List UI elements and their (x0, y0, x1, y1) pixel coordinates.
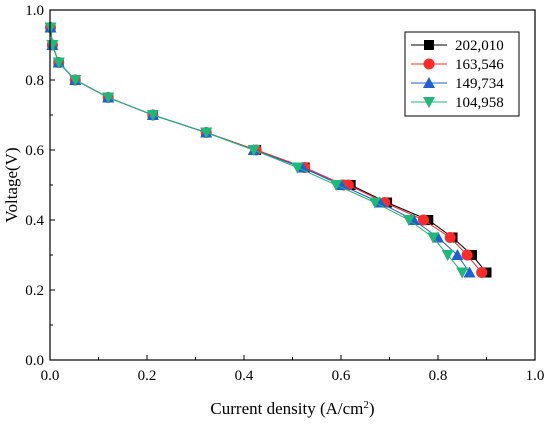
data-point (69, 75, 82, 86)
x-axis-title: Current density (A/cm2) (210, 399, 374, 418)
legend-label: 163,546 (455, 57, 504, 73)
data-point (200, 127, 213, 139)
y-tick-label: 0.0 (25, 353, 44, 369)
data-point (247, 145, 260, 156)
x-tick-label: 1.0 (526, 368, 545, 384)
x-tick-label: 0.8 (429, 368, 448, 384)
data-point (291, 162, 304, 174)
data-point (330, 180, 343, 191)
data-point (146, 110, 159, 121)
data-point (368, 197, 381, 209)
data-point (402, 215, 415, 226)
legend: 202,010 163,546 149,734 104,958 (404, 31, 520, 117)
data-point (456, 267, 469, 279)
legend-label: 104,958 (455, 95, 504, 111)
legend-marker (423, 77, 435, 88)
data-point (441, 250, 454, 261)
x-tick-label: 0.2 (138, 368, 157, 384)
legend-label: 149,734 (455, 76, 504, 92)
series-4 (44, 22, 469, 279)
data-point (461, 249, 473, 261)
y-tick-label: 0.4 (25, 213, 44, 229)
y-tick-label: 1.0 (25, 3, 44, 19)
legend-marker (423, 97, 435, 108)
plot-frame (49, 9, 536, 361)
y-axis-title: Voltage(V) (2, 147, 21, 222)
data-point (427, 232, 440, 244)
x-tick-label: 0.6 (332, 368, 351, 384)
legend-label: 202,010 (455, 38, 504, 54)
y-tick-label: 0.6 (25, 143, 44, 159)
data-point (476, 267, 488, 278)
series-layer (44, 21, 492, 279)
x-tick-label: 0.4 (235, 368, 254, 384)
data-point (463, 266, 476, 278)
legend-marker (423, 58, 435, 70)
legend-item: 202,010 (411, 38, 504, 54)
y-tick-label: 0.8 (25, 73, 44, 89)
data-point (417, 214, 429, 226)
data-point (444, 232, 456, 243)
data-point (451, 249, 464, 260)
legend-item: 163,546 (411, 57, 504, 73)
data-point (52, 57, 65, 69)
legend-marker (424, 40, 434, 50)
legend-item: 104,958 (411, 95, 504, 111)
x-tick-label: 0.0 (41, 368, 60, 384)
y-tick-label: 0.2 (25, 283, 44, 299)
data-point (102, 92, 115, 104)
legend-item: 149,734 (411, 76, 504, 92)
ticks-layer: 0.0 0.2 0.4 0.6 0.8 1.0 0.0 0.2 0.4 0.6 0.8 1.0 (25, 3, 544, 384)
